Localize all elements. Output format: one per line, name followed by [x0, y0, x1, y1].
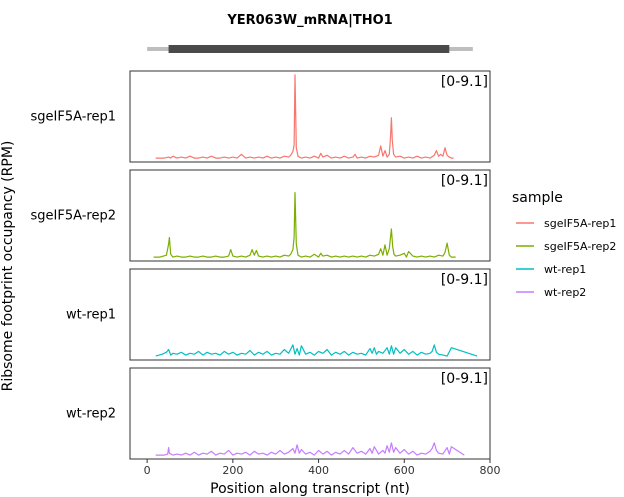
panel-wt-rep2: wt-rep2 [0-9.1] — [66, 367, 491, 460]
series-line-sgeIF5A-rep2 — [153, 192, 456, 258]
panel-frame — [129, 70, 491, 163]
range-label: [0-9.1] — [441, 74, 488, 90]
chart-title: YER063W_mRNA|THO1 — [226, 13, 392, 28]
panel-label: wt-rep2 — [66, 407, 116, 422]
x-tick-label: 600 — [394, 464, 415, 477]
panel-label: wt-rep1 — [66, 308, 116, 323]
x-tick-label: 400 — [308, 464, 329, 477]
y-axis-title: Ribsome footprint occupancy (RPM) — [0, 141, 16, 392]
series-line-sgeIF5A-rep1 — [155, 74, 454, 159]
panel-frame — [129, 169, 491, 262]
cds-box — [168, 45, 450, 53]
panel-frame — [129, 367, 491, 460]
panel-frame — [129, 268, 491, 361]
panel-label: sgeIF5A-rep2 — [31, 209, 116, 224]
range-label: [0-9.1] — [441, 371, 488, 387]
x-tick-label: 0 — [144, 464, 151, 477]
panel-label: sgeIF5A-rep1 — [31, 110, 116, 125]
range-label: [0-9.1] — [441, 272, 488, 288]
legend-label-sgeIF5A-rep1: sgeIF5A-rep1 — [544, 217, 616, 230]
series-line-wt-rep1 — [155, 344, 478, 357]
legend-title: sample — [512, 190, 563, 206]
x-tick-label: 800 — [480, 464, 501, 477]
series-line-wt-rep2 — [155, 442, 465, 456]
legend-label-wt-rep2: wt-rep2 — [544, 286, 586, 299]
range-label: [0-9.1] — [441, 173, 488, 189]
x-tick-label: 200 — [222, 464, 243, 477]
panel-sgeIF5A-rep2: sgeIF5A-rep2 [0-9.1] — [31, 169, 491, 262]
legend: sample sgeIF5A-rep1 sgeIF5A-rep2 wt-rep1 wt… — [512, 190, 616, 299]
x-axis: 0 200 400 600 800 — [144, 459, 501, 477]
panel-sgeIF5A-rep1: sgeIF5A-rep1 [0-9.1] — [31, 70, 491, 163]
legend-label-wt-rep1: wt-rep1 — [544, 263, 586, 276]
gene-model — [147, 45, 473, 53]
legend-label-sgeIF5A-rep2: sgeIF5A-rep2 — [544, 240, 616, 253]
sample-panels: sgeIF5A-rep1[0-9.1]sgeIF5A-rep2[0-9.1]wt… — [31, 70, 491, 460]
x-axis-title: Position along transcript (nt) — [210, 481, 410, 497]
panel-wt-rep1: wt-rep1 [0-9.1] — [66, 268, 491, 361]
